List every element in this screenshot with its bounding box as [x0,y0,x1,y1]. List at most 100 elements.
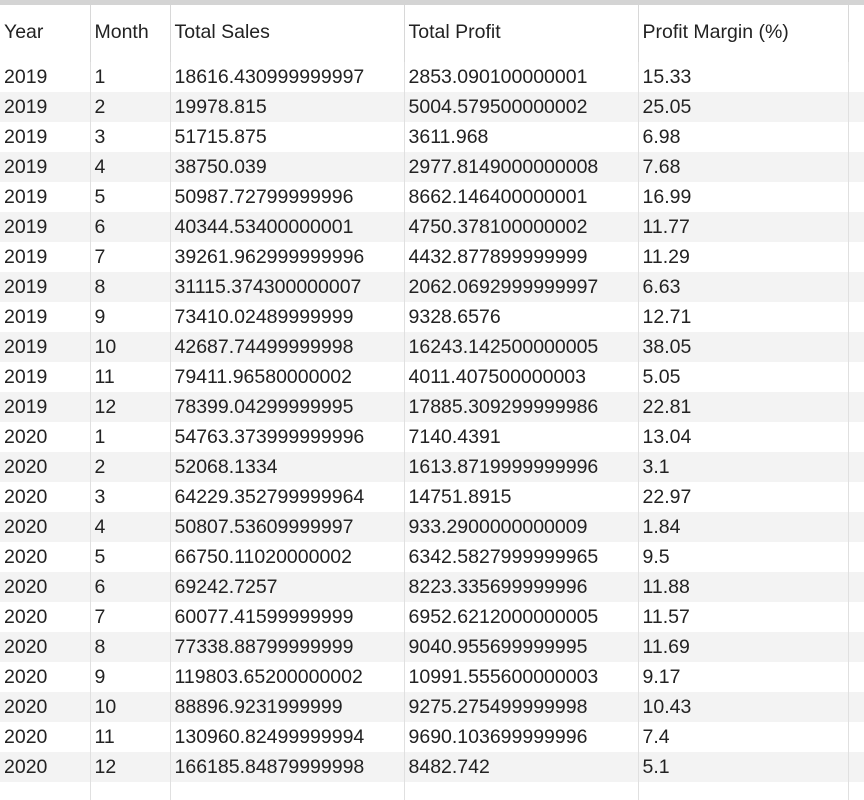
column-header-month[interactable]: Month [90,5,171,62]
cell-total-profit[interactable]: 3611.968 [404,122,639,152]
cell-year[interactable]: 2019 [0,182,91,212]
cell-profit-margin[interactable]: 9.17 [638,662,849,692]
cell-total-sales[interactable]: 78399.04299999995 [170,392,405,422]
cell-year[interactable]: 2020 [0,662,91,692]
cell-total-profit[interactable]: 4432.877899999999 [404,242,639,272]
cell-total-sales[interactable]: 40344.53400000001 [170,212,405,242]
cell-year[interactable]: 2019 [0,212,91,242]
table-row[interactable]: 2019 7 39261.962999999996 4432.877899999999… [0,242,864,272]
cell-year[interactable]: 2020 [0,602,91,632]
cell-profit-margin[interactable]: 6.63 [638,272,849,302]
cell-year[interactable]: 2020 [0,482,91,512]
cell-month[interactable]: 10 [90,692,171,722]
cell-total-sales[interactable]: 66750.11020000002 [170,542,405,572]
cell-profit-margin[interactable]: 11.69 [638,632,849,662]
cell-total-sales[interactable]: 39261.962999999996 [170,242,405,272]
cell-month[interactable]: 11 [90,722,171,752]
cell-total-sales[interactable]: 64229.352799999964 [170,482,405,512]
table-row[interactable]: 2020 10 88896.9231999999 9275.275499999998 1… [0,692,864,722]
cell-month[interactable]: 4 [90,512,171,542]
cell-profit-margin[interactable]: 3.1 [638,452,849,482]
cell-month[interactable]: 10 [90,332,171,362]
cell-profit-margin[interactable]: 11.88 [638,572,849,602]
column-header-total-profit[interactable]: Total Profit [404,5,639,62]
cell-month[interactable]: 9 [90,662,171,692]
cell-total-sales[interactable]: 50807.53609999997 [170,512,405,542]
cell-year[interactable]: 2019 [0,62,91,92]
cell-month[interactable]: 4 [90,152,171,182]
cell-month[interactable]: 12 [90,752,171,782]
cell-total-profit[interactable]: 2062.0692999999997 [404,272,639,302]
cell-total-profit[interactable]: 5004.579500000002 [404,92,639,122]
table-row[interactable]: 2020 2 52068.1334 1613.8719999999996 3.1 [0,452,864,482]
table-row[interactable]: 2019 8 31115.374300000007 2062.069299999999… [0,272,864,302]
cell-profit-margin[interactable]: 25.05 [638,92,849,122]
table-row[interactable]: 2019 12 78399.04299999995 17885.30929999998… [0,392,864,422]
cell-total-sales[interactable]: 19978.815 [170,92,405,122]
cell-total-profit[interactable]: 8482.742 [404,752,639,782]
cell-profit-margin[interactable]: 6.98 [638,122,849,152]
cell-month[interactable]: 11 [90,362,171,392]
cell-total-profit[interactable]: 8223.335699999996 [404,572,639,602]
cell-month[interactable]: 1 [90,422,171,452]
cell-month[interactable]: 7 [90,602,171,632]
cell-year[interactable]: 2019 [0,242,91,272]
cell-month[interactable]: 1 [90,62,171,92]
table-row[interactable]: 2020 3 64229.352799999964 14751.8915 22.97 [0,482,864,512]
cell-total-profit[interactable]: 1613.8719999999996 [404,452,639,482]
cell-total-profit[interactable]: 7140.4391 [404,422,639,452]
table-row[interactable]: 2020 5 66750.11020000002 6342.5827999999965… [0,542,864,572]
cell-total-profit[interactable]: 2853.090100000001 [404,62,639,92]
table-row[interactable]: 2020 9 119803.65200000002 10991.55560000000… [0,662,864,692]
cell-month[interactable]: 12 [90,392,171,422]
table-row[interactable]: 2019 9 73410.02489999999 9328.6576 12.71 [0,302,864,332]
column-header-profit-margin[interactable]: Profit Margin (%) [638,5,849,62]
cell-total-profit[interactable]: 14751.8915 [404,482,639,512]
cell-profit-margin[interactable]: 11.29 [638,242,849,272]
cell-year[interactable]: 2019 [0,152,91,182]
cell-profit-margin[interactable]: 13.04 [638,422,849,452]
cell-profit-margin[interactable]: 38.05 [638,332,849,362]
cell-profit-margin[interactable]: 11.57 [638,602,849,632]
cell-total-profit[interactable]: 6342.5827999999965 [404,542,639,572]
cell-month[interactable]: 3 [90,482,171,512]
table-row[interactable]: 2019 4 38750.039 2977.8149000000008 7.68 [0,152,864,182]
cell-year[interactable]: 2020 [0,632,91,662]
table-row[interactable]: 2020 6 69242.7257 8223.335699999996 11.88 [0,572,864,602]
cell-total-sales[interactable]: 38750.039 [170,152,405,182]
cell-year[interactable]: 2020 [0,752,91,782]
cell-total-sales[interactable]: 52068.1334 [170,452,405,482]
cell-total-sales[interactable]: 77338.88799999999 [170,632,405,662]
cell-year[interactable]: 2020 [0,692,91,722]
cell-year[interactable]: 2019 [0,392,91,422]
cell-profit-margin[interactable]: 15.33 [638,62,849,92]
cell-year[interactable]: 2019 [0,362,91,392]
cell-total-sales[interactable]: 130960.82499999994 [170,722,405,752]
table-row[interactable]: 2020 1 54763.373999999996 7140.4391 13.04 [0,422,864,452]
table-row[interactable]: 2019 5 50987.72799999996 8662.146400000001 1… [0,182,864,212]
cell-month[interactable]: 8 [90,272,171,302]
cell-year[interactable]: 2019 [0,122,91,152]
cell-total-profit[interactable]: 933.2900000000009 [404,512,639,542]
cell-month[interactable]: 2 [90,92,171,122]
cell-year[interactable]: 2020 [0,422,91,452]
cell-total-profit[interactable]: 9275.275499999998 [404,692,639,722]
cell-total-sales[interactable]: 54763.373999999996 [170,422,405,452]
cell-profit-margin[interactable]: 7.68 [638,152,849,182]
cell-profit-margin[interactable]: 1.84 [638,512,849,542]
cell-profit-margin[interactable]: 11.77 [638,212,849,242]
column-header-year[interactable]: Year [0,5,91,62]
cell-profit-margin[interactable]: 7.4 [638,722,849,752]
cell-profit-margin[interactable]: 12.71 [638,302,849,332]
cell-profit-margin[interactable]: 22.81 [638,392,849,422]
cell-total-profit[interactable]: 9040.955699999995 [404,632,639,662]
cell-total-profit[interactable]: 6952.6212000000005 [404,602,639,632]
table-row[interactable]: 2020 8 77338.88799999999 9040.955699999995 1… [0,632,864,662]
cell-month[interactable]: 2 [90,452,171,482]
cell-year[interactable]: 2020 [0,572,91,602]
cell-total-profit[interactable]: 16243.142500000005 [404,332,639,362]
table-row[interactable]: 2020 4 50807.53609999997 933.2900000000009 1… [0,512,864,542]
cell-month[interactable]: 9 [90,302,171,332]
cell-total-profit[interactable]: 8662.146400000001 [404,182,639,212]
cell-total-sales[interactable]: 60077.41599999999 [170,602,405,632]
